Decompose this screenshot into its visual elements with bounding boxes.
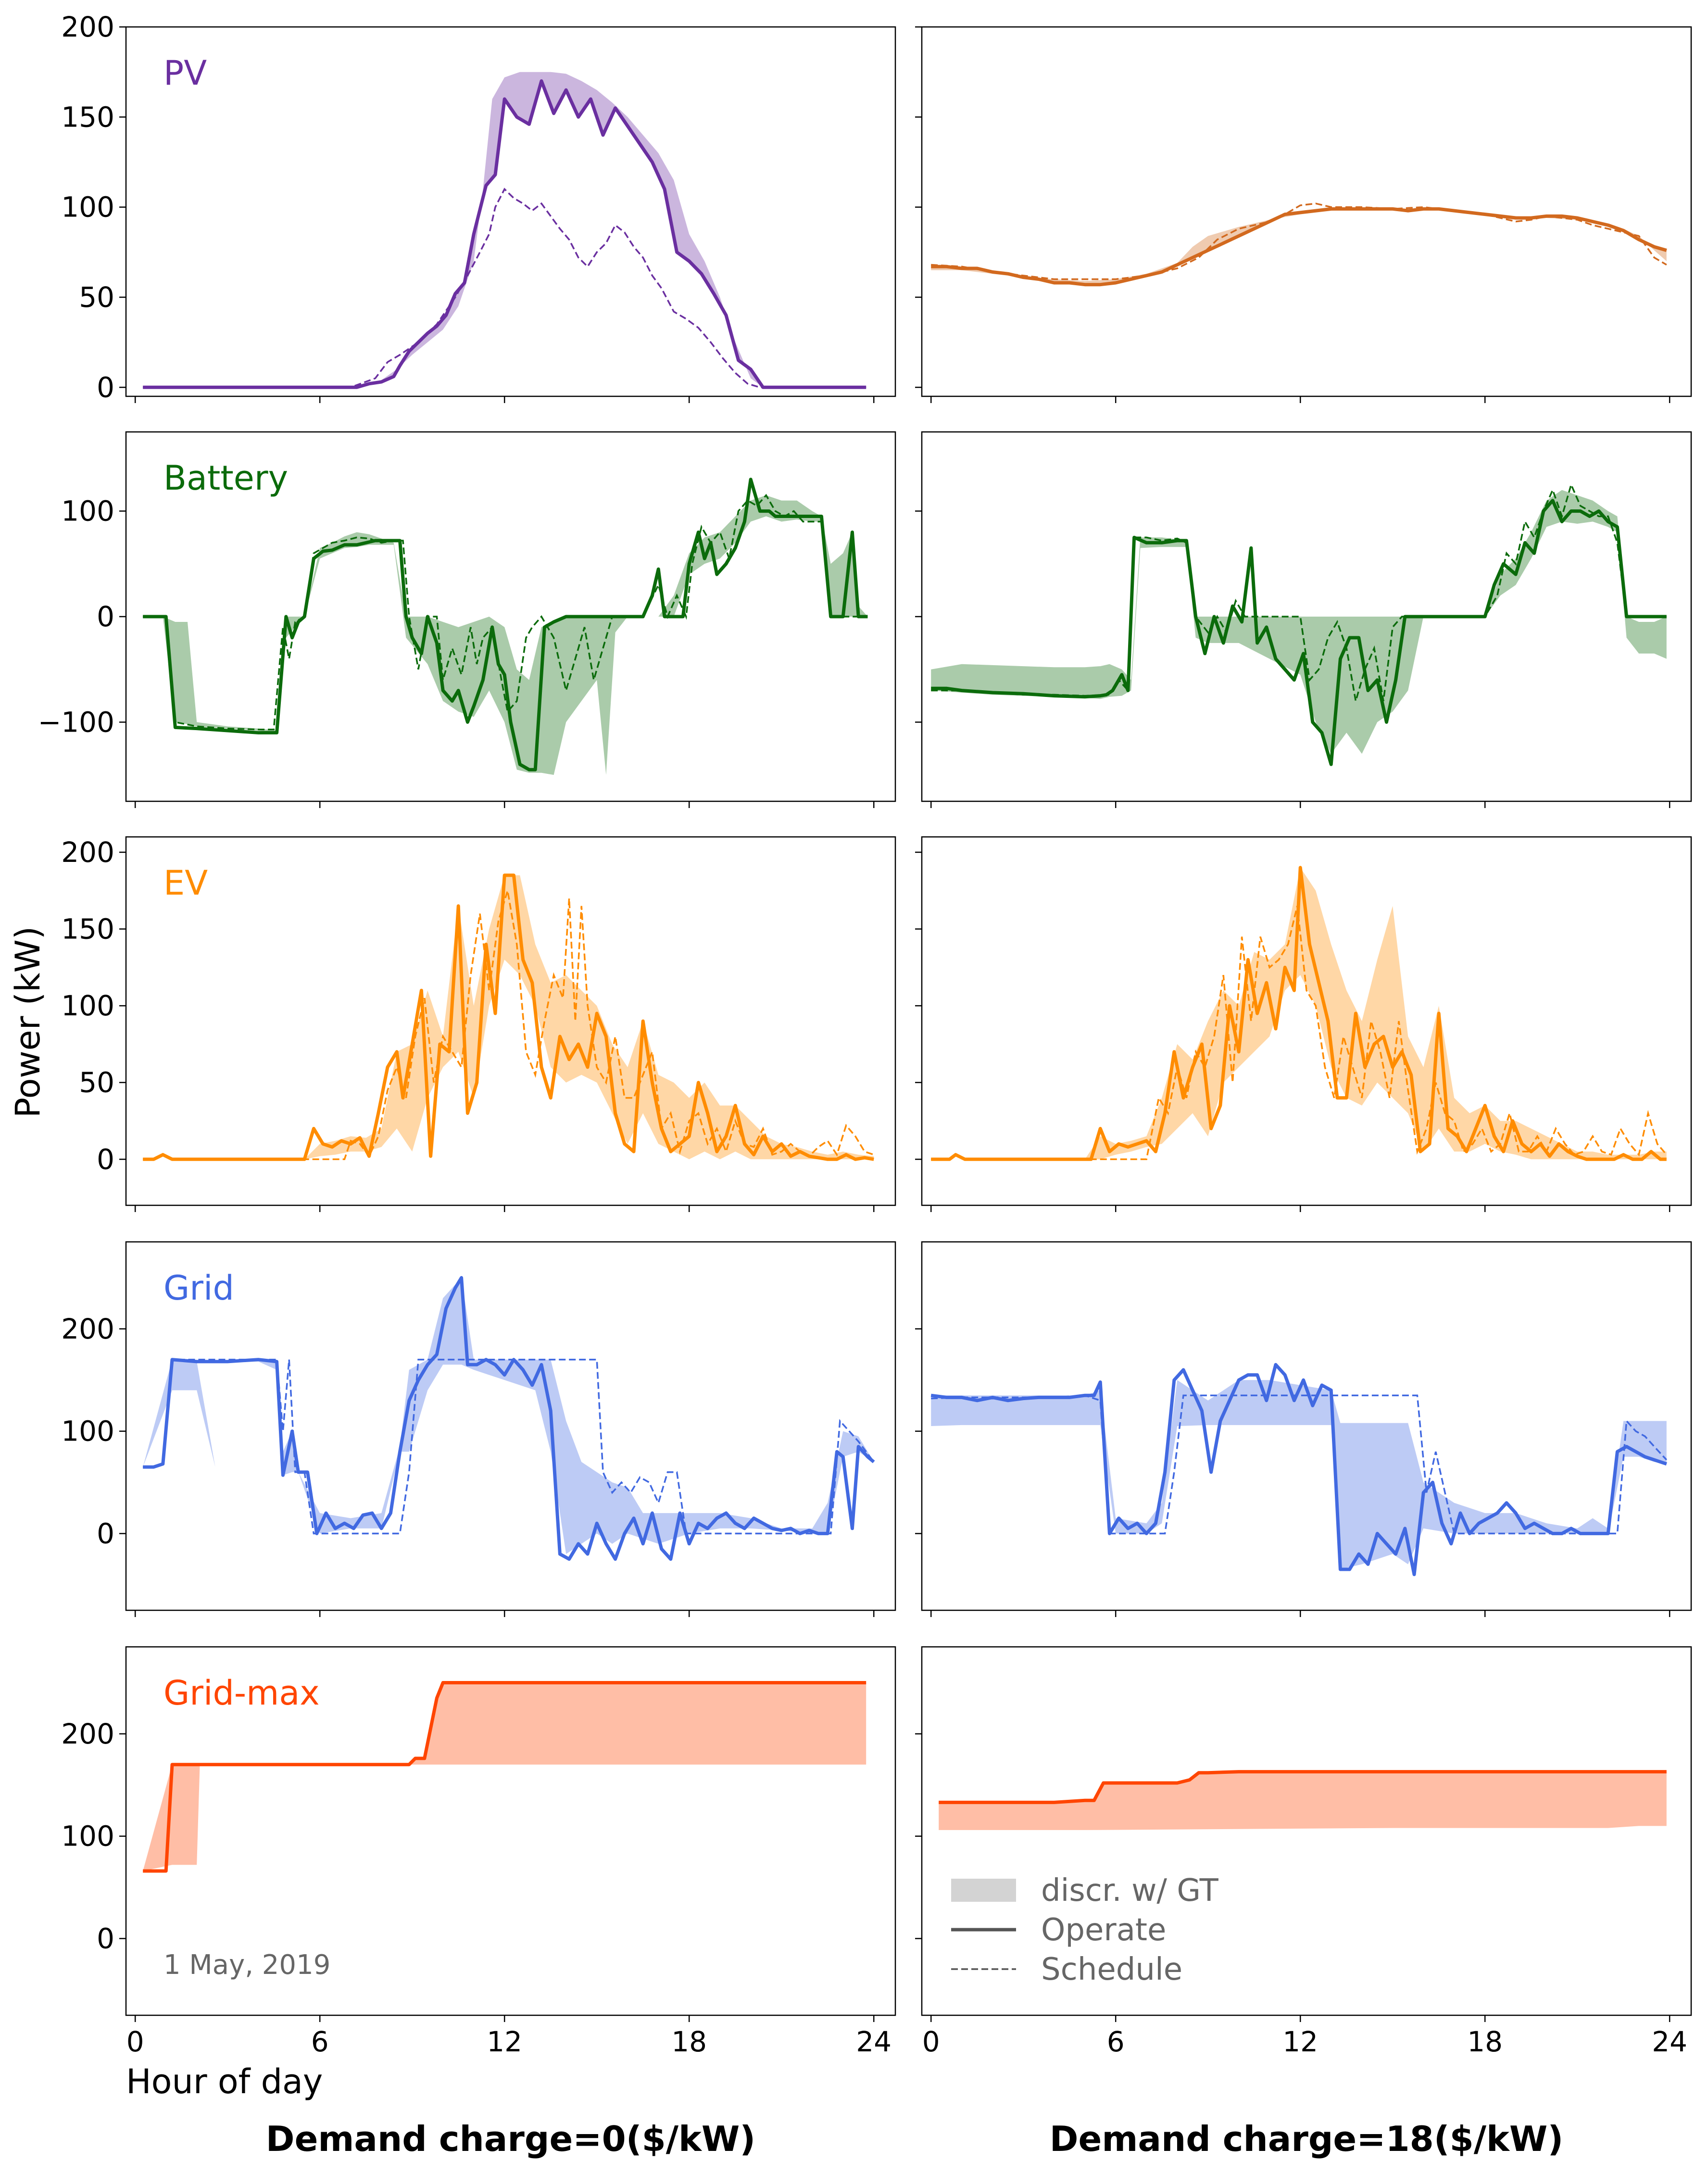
operate-line — [939, 1770, 1667, 1804]
operate-line — [931, 207, 1667, 287]
panel-r4-c0: 0 6 12 18 24 0 100 200 Grid-max — [61, 1646, 896, 2058]
plot-area — [931, 482, 1667, 766]
y-axis-label: Power (kW) — [8, 926, 48, 1118]
panel-r3-c0: 0 100 200 Grid — [61, 1241, 896, 1617]
y-tick-label: 0 — [97, 371, 114, 404]
panel-label: PV — [163, 53, 207, 93]
x-tick-label: 18 — [1467, 2025, 1503, 2058]
y-tick-label: 150 — [61, 101, 114, 133]
column-title-0: Demand charge=0($/kW) — [266, 2119, 755, 2159]
panel-frame — [125, 836, 896, 1206]
panel-frame — [125, 26, 896, 397]
plot-area — [143, 1276, 875, 1561]
legend-label: Schedule — [1041, 1952, 1182, 1987]
x-tick-label: 24 — [1652, 2025, 1687, 2058]
panel-r1-c1 — [915, 431, 1692, 808]
y-tick-label: 100 — [61, 191, 114, 224]
plot-area — [143, 1681, 867, 1873]
operate-line — [143, 1681, 867, 1873]
panel-label: EV — [163, 863, 208, 903]
y-tick-label: 200 — [61, 1313, 114, 1345]
panel-r2-c0: 0 50 100 150 200 EV — [61, 836, 896, 1212]
legend-swatch-band — [951, 1879, 1016, 1902]
legend-label: Operate — [1041, 1912, 1166, 1948]
plot-area — [143, 478, 868, 775]
y-tick-label: 0 — [97, 1922, 114, 1955]
y-tick-label: 0 — [97, 600, 114, 633]
discrepancy-band — [143, 495, 868, 775]
operate-line — [931, 866, 1667, 1161]
plot-area — [931, 202, 1667, 287]
y-tick-label: 0 — [97, 1143, 114, 1175]
plot-area — [939, 1770, 1667, 1830]
panel-frame — [125, 1241, 896, 1611]
x-tick-label: 0 — [922, 2025, 940, 2058]
panel-r0-c0: 0 50 100 150 200 PV — [61, 11, 896, 404]
panel-label: Grid — [163, 1268, 234, 1308]
y-tick-label: 200 — [61, 836, 114, 869]
discrepancy-band — [931, 209, 1667, 285]
panel-r1-c0: −100 0 100 Battery — [38, 431, 896, 808]
y-tick-label: 100 — [61, 1415, 114, 1448]
y-tick-label: 0 — [97, 1517, 114, 1550]
x-tick-label: 12 — [1282, 2025, 1318, 2058]
x-tick-label: 6 — [1107, 2025, 1125, 2058]
plot-area — [143, 72, 867, 389]
panel-r4-c1: 0 6 12 18 24 — [915, 1646, 1692, 2058]
panel-label: Grid-max — [163, 1673, 320, 1713]
x-tick-label: 18 — [671, 2025, 707, 2058]
y-tick-label: 100 — [61, 989, 114, 1022]
date-annotation: 1 May, 2019 — [163, 1949, 330, 1981]
legend-label: discr. w/ GT — [1041, 1873, 1219, 1909]
plot-area — [931, 866, 1668, 1161]
panel-r3-c1 — [915, 1241, 1692, 1617]
plot-area — [930, 1363, 1668, 1576]
y-tick-label: 200 — [61, 11, 114, 43]
x-tick-label: 24 — [856, 2025, 892, 2058]
discrepancy-band — [931, 490, 1667, 754]
panel-frame — [921, 836, 1692, 1206]
plot-area — [143, 873, 874, 1161]
y-tick-label: −100 — [38, 706, 114, 738]
x-axis-label: Hour of day — [126, 2062, 323, 2101]
x-tick-label: 0 — [126, 2025, 144, 2058]
operate-line — [931, 499, 1667, 766]
discrepancy-band — [143, 1682, 867, 1871]
schedule-line — [143, 1358, 875, 1535]
schedule-line — [931, 1394, 1668, 1535]
y-tick-label: 150 — [61, 913, 114, 946]
discrepancy-band — [143, 875, 874, 1160]
discrepancy-band — [143, 72, 867, 388]
y-tick-label: 100 — [61, 1820, 114, 1853]
operate-line — [143, 478, 868, 771]
schedule-line — [143, 188, 867, 389]
y-tick-label: 50 — [79, 1066, 114, 1099]
schedule-line — [143, 890, 874, 1161]
operate-line — [143, 79, 867, 389]
discrepancy-band — [939, 1771, 1667, 1830]
operate-line — [930, 1363, 1667, 1576]
discrepancy-band — [143, 1277, 874, 1554]
panel-label: Battery — [163, 458, 288, 498]
x-tick-label: 12 — [487, 2025, 522, 2058]
operate-line — [143, 1276, 875, 1561]
operate-line — [143, 873, 874, 1161]
panel-frame — [921, 1646, 1692, 2016]
panel-r0-c1 — [915, 26, 1692, 403]
column-title-1: Demand charge=18($/kW) — [1050, 2119, 1564, 2159]
schedule-line — [931, 202, 1667, 280]
panel-frame — [921, 26, 1692, 397]
y-tick-label: 50 — [79, 281, 114, 314]
panel-r2-c1 — [915, 836, 1692, 1212]
discrepancy-band — [931, 1380, 1667, 1569]
panel-frame — [125, 1646, 896, 2016]
panel-frame — [921, 1241, 1692, 1611]
x-tick-label: 6 — [311, 2025, 329, 2058]
y-tick-label: 200 — [61, 1718, 114, 1750]
schedule-line — [931, 482, 1667, 701]
y-tick-label: 100 — [61, 495, 114, 528]
